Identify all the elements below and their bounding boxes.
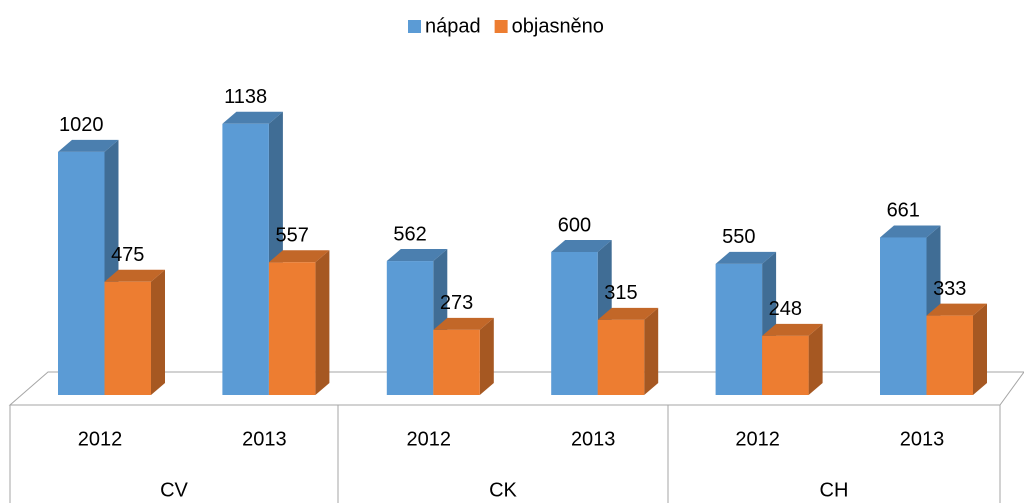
data-label: 550 [722, 226, 755, 248]
bar-side [973, 303, 987, 395]
bar-side [479, 317, 494, 395]
bar-front [551, 252, 598, 395]
x-tick-label: 2012 [407, 428, 452, 450]
bar-top [222, 111, 283, 124]
bar-front [104, 281, 151, 395]
legend-swatch [408, 20, 421, 33]
bar [926, 303, 987, 395]
bar-front [268, 262, 316, 395]
x-tick-label: 2013 [242, 428, 287, 450]
bar-top [551, 240, 612, 252]
bar-top [880, 225, 941, 238]
bar-side [315, 250, 330, 395]
x-tick-label: 2013 [900, 428, 945, 450]
bar-top [386, 249, 448, 262]
bar-front [433, 329, 480, 395]
bar-front [58, 151, 105, 395]
legend-swatch [494, 20, 508, 33]
bar-top [104, 269, 165, 282]
bar-front [597, 319, 645, 395]
bar-top [433, 317, 494, 330]
data-label: 475 [111, 244, 144, 266]
data-label: 562 [393, 223, 426, 245]
data-label: 333 [933, 278, 966, 300]
group-label: CV [160, 479, 188, 501]
bar [433, 317, 494, 395]
bar-top [58, 139, 119, 152]
data-label: 1138 [224, 86, 267, 108]
bar [762, 323, 823, 395]
bar-top [268, 250, 330, 263]
bar-side [644, 307, 659, 395]
x-tick-label: 2012 [78, 428, 123, 450]
group-label: CK [489, 479, 517, 501]
bar-top [715, 251, 777, 264]
bar-front [386, 261, 434, 395]
group-label: CH [820, 479, 849, 501]
data-label: 661 [887, 200, 920, 222]
data-label: 248 [769, 298, 802, 320]
bar-side [151, 269, 165, 395]
x-tick-label: 2012 [735, 428, 780, 450]
bar-front [222, 123, 269, 395]
bar-front [762, 335, 809, 395]
bar [268, 250, 330, 395]
bar [104, 269, 165, 395]
bar-top [762, 323, 823, 336]
data-label: 315 [604, 282, 637, 304]
legend-label: objasněno [512, 15, 604, 37]
bar-front [880, 237, 927, 395]
data-label: 1020 [59, 114, 104, 136]
data-label: 273 [440, 292, 473, 314]
bar-top [926, 303, 987, 316]
data-label: 557 [275, 225, 308, 247]
legend-label: nápad [425, 15, 481, 37]
bar-front [715, 263, 763, 395]
bar-front [926, 315, 973, 395]
bar-top [597, 307, 659, 320]
data-label: 600 [558, 214, 591, 236]
x-tick-label: 2013 [571, 428, 616, 450]
bar [597, 307, 659, 395]
bar [58, 139, 119, 395]
bar-side [808, 323, 823, 395]
